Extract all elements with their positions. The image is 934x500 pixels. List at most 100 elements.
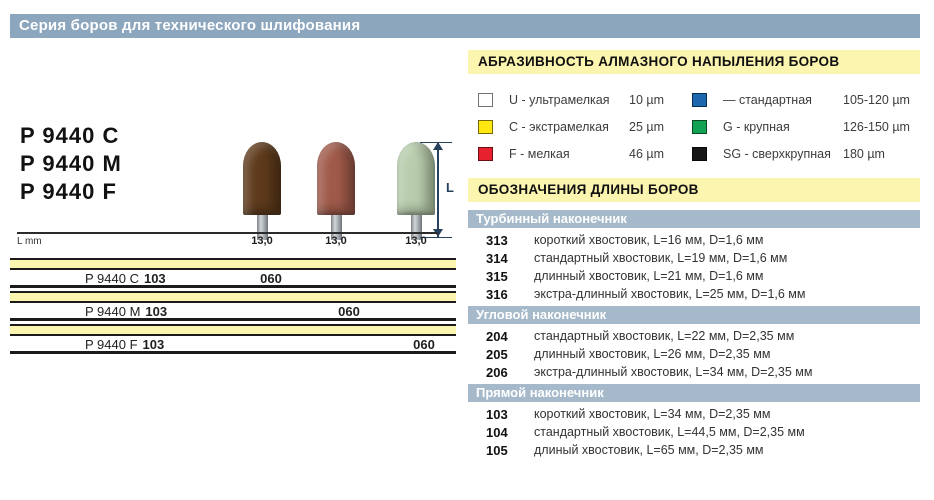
product-shank-code: 103: [145, 304, 168, 319]
shank-code: 103: [486, 406, 508, 422]
grit-swatch-standard: [692, 92, 707, 107]
bur-length-value: 13,0: [251, 235, 273, 247]
grit-swatch-u: [478, 92, 493, 107]
product-code: P 9440 F 103: [85, 336, 164, 353]
bur-length-value: 13,0: [405, 235, 427, 247]
legend-item: SG - сверхкрупная 180 µm: [692, 140, 910, 167]
shank-code: 104: [486, 424, 508, 440]
product-size: 060: [260, 271, 282, 286]
arrow-down-icon: [433, 229, 443, 237]
bur-length-value: 13,0: [325, 235, 347, 247]
shank-code: 105: [486, 442, 508, 458]
grit-size: 10 µm: [629, 92, 664, 107]
product-model: P 9440 F: [85, 337, 138, 352]
bur-body: [243, 142, 281, 215]
lengths-header: ОБОЗНАЧЕНИЯ ДЛИНЫ БОРОВ: [468, 178, 920, 202]
grit-label: C - экстрамелкая: [509, 119, 609, 134]
length-row: 103 короткий хвостовик, L=34 мм, D=2,35 …: [468, 405, 920, 423]
legend-item: U - ультрамелкая 10 µm: [478, 86, 664, 113]
product-model: P 9440 C: [85, 271, 139, 286]
legend-item: C - экстрамелкая 25 µm: [478, 113, 664, 140]
shank-description: экстра-длинный хвостовик, L=34 мм, D=2,3…: [534, 365, 813, 379]
grit-label: F - мелкая: [509, 146, 570, 161]
shank-description: длинный хвостовик, L=21 мм, D=1,6 мм: [534, 269, 764, 283]
bur-body: [397, 142, 435, 215]
section-angled: Угловой наконечник 204 стандартный хвост…: [468, 306, 920, 381]
table-group: P 9440 F 103 060: [10, 324, 456, 354]
grit-swatch-g: [692, 119, 707, 134]
grit-label: SG - сверхкрупная: [723, 146, 831, 161]
arrow-up-icon: [433, 142, 443, 150]
l-mm-label: L mm: [17, 236, 42, 247]
length-row: 206 экстра-длинный хвостовик, L=34 мм, D…: [468, 363, 920, 381]
length-row: 314 стандартный хвостовик, L=19 мм, D=1,…: [468, 249, 920, 267]
grit-swatch-sg: [692, 146, 707, 161]
bur-shank: [256, 215, 268, 240]
grit-swatch-c: [478, 119, 493, 134]
grit-size: 46 µm: [629, 146, 664, 161]
dimension-arrow: [437, 143, 439, 237]
product-shank-code: 103: [143, 271, 166, 286]
grit-label: — стандартная: [723, 92, 812, 107]
baseline-rule: [17, 232, 438, 234]
grit-size: 126-150 µm: [843, 119, 910, 134]
section-header: Угловой наконечник: [468, 306, 920, 324]
shank-description: короткий хвостовик, L=16 мм, D=1,6 мм: [534, 233, 764, 247]
table-row: P 9440 F 103 060: [10, 336, 456, 354]
bur-image-medium: [317, 142, 355, 240]
bur-shank: [330, 215, 342, 240]
table-band: [10, 324, 456, 336]
section-header: Прямой наконечник: [468, 384, 920, 402]
section-header: Турбинный наконечник: [468, 210, 920, 228]
model-name: P 9440 F: [20, 179, 117, 204]
table-row: P 9440 M 103 060: [10, 303, 456, 321]
legend-item: G - крупная 126-150 µm: [692, 113, 910, 140]
product-shank-code: 103: [142, 337, 165, 352]
shank-description: короткий хвостовик, L=34 мм, D=2,35 мм: [534, 407, 771, 421]
shank-code: 206: [486, 364, 508, 380]
length-row: 104 стандартный хвостовик, L=44,5 мм, D=…: [468, 423, 920, 441]
length-sections: Турбинный наконечник 313 короткий хвосто…: [468, 210, 920, 462]
shank-description: экстра-длинный хвостовик, L=25 мм, D=1,6…: [534, 287, 806, 301]
bur-image-fine: [397, 142, 435, 240]
section-turbine: Турбинный наконечник 313 короткий хвосто…: [468, 210, 920, 303]
product-table: P 9440 C 103 060 P 9440 M 103 060 P 9440 F…: [10, 258, 456, 357]
shank-code: 314: [486, 250, 508, 266]
table-band: [10, 291, 456, 303]
abrasiveness-header: АБРАЗИВНОСТЬ АЛМАЗНОГО НАПЫЛЕНИЯ БОРОВ: [468, 50, 920, 74]
length-row: 105 длиный хвостовик, L=65 мм, D=2,35 мм: [468, 441, 920, 459]
shank-description: стандартный хвостовик, L=44,5 мм, D=2,35…: [534, 425, 805, 439]
abrasiveness-legend-left: U - ультрамелкая 10 µm C - экстрамелкая …: [478, 86, 664, 167]
product-code: P 9440 C 103: [85, 270, 166, 287]
table-group: P 9440 C 103 060: [10, 258, 456, 288]
product-size: 060: [338, 304, 360, 319]
model-name: P 9440 M: [20, 151, 122, 176]
product-size: 060: [413, 337, 435, 352]
shank-code: 204: [486, 328, 508, 344]
bur-body: [317, 142, 355, 215]
grit-size: 180 µm: [843, 146, 885, 161]
shank-code: 313: [486, 232, 508, 248]
section-straight: Прямой наконечник 103 короткий хвостовик…: [468, 384, 920, 459]
shank-code: 205: [486, 346, 508, 362]
page-title: Серия боров для технического шлифования: [10, 14, 920, 38]
model-list: P 9440 C P 9440 M P 9440 F: [20, 122, 122, 206]
length-row: 316 экстра-длинный хвостовик, L=25 мм, D…: [468, 285, 920, 303]
length-row: 205 длинный хвостовик, L=26 мм, D=2,35 м…: [468, 345, 920, 363]
table-row: P 9440 C 103 060: [10, 270, 456, 288]
abrasiveness-legend-right: — стандартная 105-120 µm G - крупная 126…: [692, 86, 910, 167]
model-name: P 9440 C: [20, 123, 120, 148]
dimension-label: L: [446, 180, 454, 195]
shank-code: 315: [486, 268, 508, 284]
length-row: 315 длинный хвостовик, L=21 мм, D=1,6 мм: [468, 267, 920, 285]
shank-code: 316: [486, 286, 508, 302]
length-row: 313 короткий хвостовик, L=16 мм, D=1,6 м…: [468, 231, 920, 249]
table-group: P 9440 M 103 060: [10, 291, 456, 321]
shank-description: стандартный хвостовик, L=22 мм, D=2,35 м…: [534, 329, 795, 343]
legend-item: F - мелкая 46 µm: [478, 140, 664, 167]
table-band: [10, 258, 456, 270]
grit-label: U - ультрамелкая: [509, 92, 610, 107]
grit-size: 105-120 µm: [843, 92, 910, 107]
length-row: 204 стандартный хвостовик, L=22 мм, D=2,…: [468, 327, 920, 345]
